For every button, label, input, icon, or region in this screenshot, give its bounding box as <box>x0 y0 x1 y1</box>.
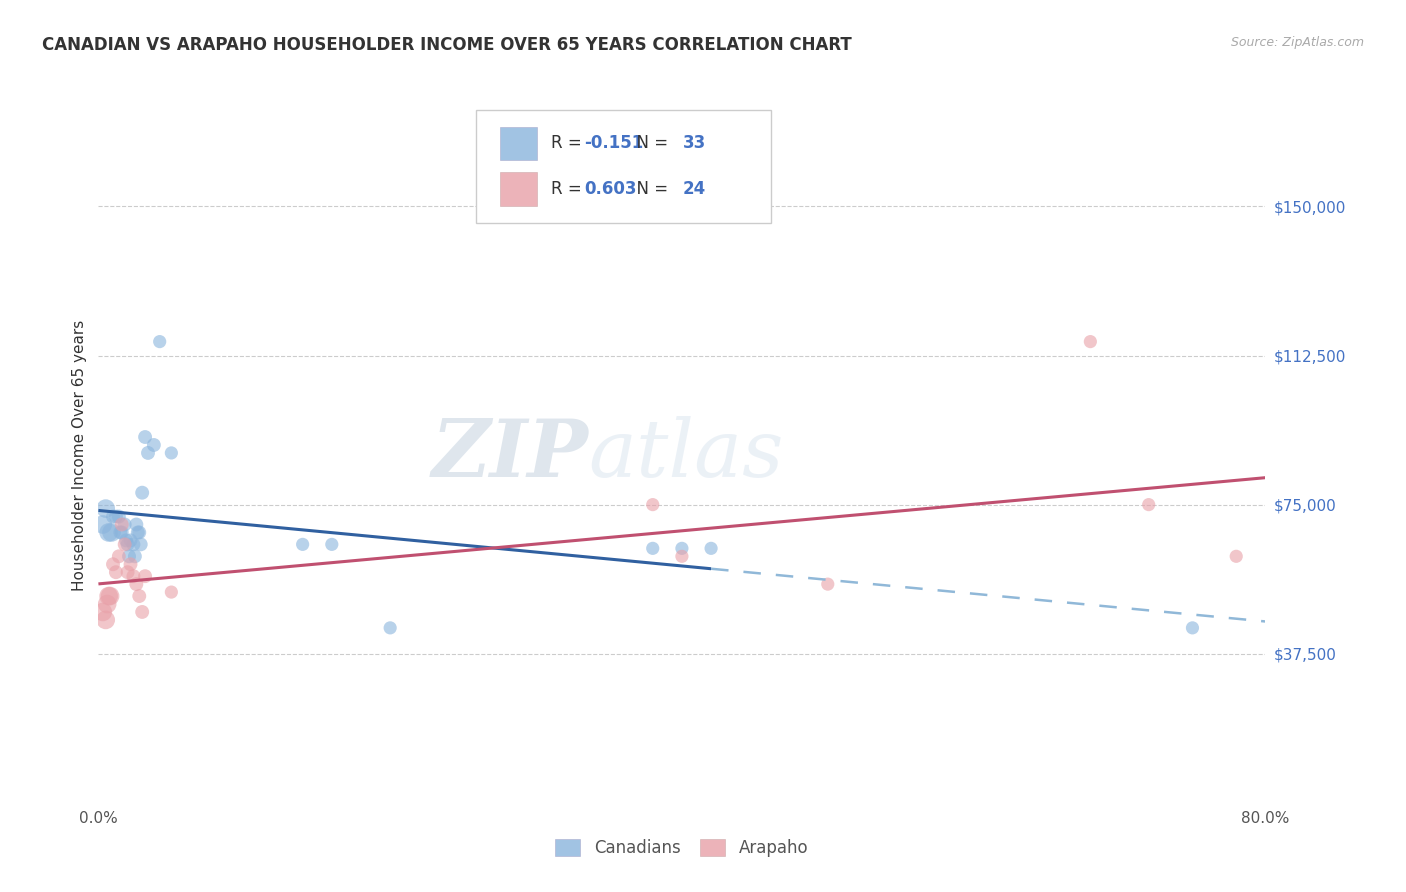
Point <box>128 525 150 540</box>
Point <box>291 537 314 551</box>
Point <box>380 621 402 635</box>
Text: N =: N = <box>626 180 673 198</box>
Point <box>111 525 134 540</box>
Legend: Canadians, Arapaho: Canadians, Arapaho <box>548 832 815 864</box>
Point <box>91 605 114 619</box>
Point <box>641 498 664 512</box>
Text: atlas: atlas <box>589 417 785 493</box>
Point <box>120 533 142 548</box>
Text: -0.151: -0.151 <box>585 134 644 153</box>
Point <box>104 565 127 579</box>
Point <box>671 541 693 556</box>
Point <box>321 537 343 551</box>
Point <box>125 517 148 532</box>
Point <box>1080 334 1102 349</box>
Point <box>104 509 127 524</box>
Point <box>125 577 148 591</box>
Point <box>1137 498 1160 512</box>
Point <box>124 549 146 564</box>
Point <box>114 537 136 551</box>
Point <box>131 605 153 619</box>
Point <box>114 517 136 532</box>
Text: N =: N = <box>626 134 673 153</box>
Point <box>111 517 134 532</box>
Point <box>127 525 149 540</box>
Point <box>131 485 153 500</box>
Point <box>97 589 120 603</box>
Point <box>160 446 183 460</box>
Point <box>110 525 132 540</box>
Text: R =: R = <box>551 180 586 198</box>
Text: 24: 24 <box>682 180 706 198</box>
Point <box>91 517 114 532</box>
Point <box>1181 621 1204 635</box>
Point <box>98 589 121 603</box>
Point <box>671 549 693 564</box>
Point <box>117 537 139 551</box>
Point <box>117 565 139 579</box>
Point <box>817 577 839 591</box>
Text: ZIP: ZIP <box>432 417 589 493</box>
Point <box>134 430 156 444</box>
Point <box>134 569 156 583</box>
Point <box>101 558 124 572</box>
Point <box>149 334 172 349</box>
Point <box>108 509 131 524</box>
Point <box>118 549 141 564</box>
Text: CANADIAN VS ARAPAHO HOUSEHOLDER INCOME OVER 65 YEARS CORRELATION CHART: CANADIAN VS ARAPAHO HOUSEHOLDER INCOME O… <box>42 36 852 54</box>
Point <box>97 525 120 540</box>
Point <box>160 585 183 599</box>
Point <box>136 446 159 460</box>
Text: 0.603: 0.603 <box>585 180 637 198</box>
Text: R =: R = <box>551 134 586 153</box>
Point <box>101 509 124 524</box>
Point <box>94 613 117 627</box>
Point <box>122 569 145 583</box>
Point <box>96 597 118 611</box>
Point <box>100 525 122 540</box>
Point <box>120 558 142 572</box>
Y-axis label: Householder Income Over 65 years: Householder Income Over 65 years <box>72 319 87 591</box>
Point <box>641 541 664 556</box>
Point <box>115 533 138 548</box>
Text: Source: ZipAtlas.com: Source: ZipAtlas.com <box>1230 36 1364 49</box>
Point <box>700 541 723 556</box>
Point <box>129 537 152 551</box>
Text: 33: 33 <box>682 134 706 153</box>
Point <box>108 549 131 564</box>
Point <box>122 537 145 551</box>
Point <box>142 438 165 452</box>
Point <box>1225 549 1247 564</box>
Point <box>128 589 150 603</box>
Point <box>94 501 117 516</box>
